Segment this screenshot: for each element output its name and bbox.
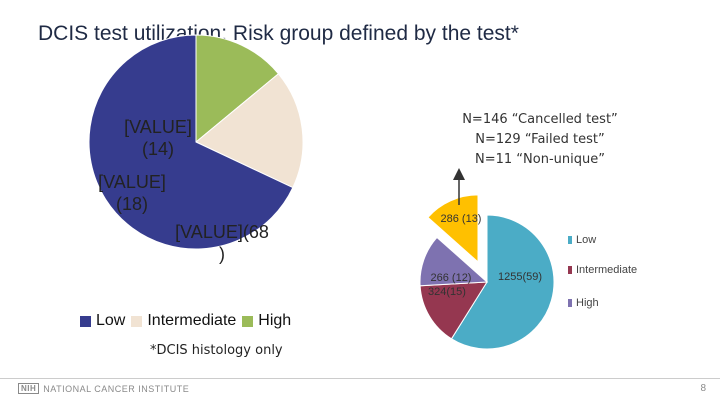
pie2-slice-low bbox=[450, 214, 555, 350]
pie2-label-intermediate: 324(15) bbox=[428, 286, 466, 298]
footer-divider bbox=[0, 378, 720, 379]
page-number: 8 bbox=[700, 383, 706, 394]
legend2-label-low: Low bbox=[576, 234, 597, 246]
pie2-slice-high bbox=[419, 236, 489, 287]
legend-swatch-low bbox=[80, 315, 91, 327]
legend-item-high: High bbox=[242, 312, 291, 330]
nih-logo-mark: NIH bbox=[18, 383, 40, 394]
pie1-label-high: [VALUE] (14) bbox=[124, 117, 192, 159]
legend-item-low: Low bbox=[80, 312, 125, 330]
pie2-label-excluded: 286 (13) bbox=[441, 213, 482, 225]
pie2-label-high: 266 (12) bbox=[431, 272, 472, 284]
legend-swatch-intermediate bbox=[131, 315, 143, 327]
pie1-label-intermediate: [VALUE] (18) bbox=[98, 172, 166, 214]
legend2-item-high: High bbox=[568, 297, 599, 309]
test-notes: N=146 “Cancelled test” N=129 “Failed tes… bbox=[440, 110, 640, 170]
pie1-slice-low bbox=[88, 34, 294, 250]
legend2-item-low: Low bbox=[568, 234, 596, 246]
legend-label-low: Low bbox=[96, 312, 126, 329]
legend-item-intermediate: Intermediate bbox=[131, 312, 236, 330]
legend-swatch-high bbox=[242, 315, 254, 327]
legend2-item-intermediate: Intermediate bbox=[568, 264, 637, 276]
pie1-slice-high bbox=[195, 34, 280, 144]
note-failed: N=129 “Failed test” bbox=[475, 132, 605, 147]
pie-chart-2: 1255(59) 324(15) 266 (12) 286 (13) bbox=[419, 194, 555, 350]
legend-pie-1: Low Intermediate High bbox=[80, 312, 297, 330]
pie1-label-low: [VALUE](68) bbox=[175, 222, 269, 264]
footnote: *DCIS histology only bbox=[150, 343, 283, 358]
nci-logo: NIH NATIONAL CANCER INSTITUTE bbox=[18, 383, 189, 394]
legend-label-intermediate: Intermediate bbox=[147, 312, 237, 329]
legend2-label-high: High bbox=[576, 297, 599, 309]
pie2-slice-excluded bbox=[427, 194, 479, 264]
legend2-label-intermediate: Intermediate bbox=[576, 264, 638, 276]
note-cancelled: N=146 “Cancelled test” bbox=[462, 112, 618, 127]
slide-title: DCIS test utilization: Risk group define… bbox=[38, 22, 519, 45]
nci-logo-text: NATIONAL CANCER INSTITUTE bbox=[43, 383, 190, 394]
legend2-swatch-low bbox=[568, 236, 572, 244]
legend2-swatch-high bbox=[568, 299, 572, 307]
pie-chart-1: [VALUE] (14) [VALUE] (18)[VALUE](68) bbox=[88, 34, 304, 264]
pie2-slice-intermediate bbox=[419, 281, 488, 340]
note-non-unique: N=11 “Non-unique” bbox=[475, 152, 605, 167]
legend-label-high: High bbox=[258, 312, 292, 329]
pie2-label-low: 1255(59) bbox=[498, 271, 542, 283]
pie1-slice-intermediate bbox=[195, 73, 304, 189]
legend2-swatch-intermediate bbox=[568, 266, 572, 274]
